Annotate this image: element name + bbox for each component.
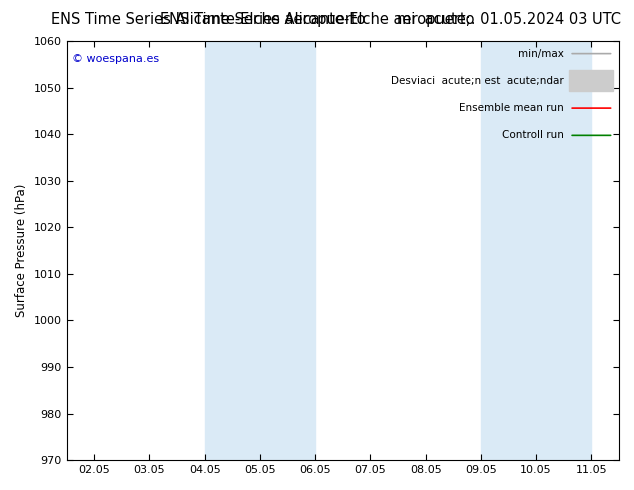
Text: Controll run: Controll run <box>502 130 564 140</box>
Text: ENS Time Series Alicante-Elche aeropuerto: ENS Time Series Alicante-Elche aeropuert… <box>160 12 474 27</box>
Text: mi  acute;. 01.05.2024 03 UTC: mi acute;. 01.05.2024 03 UTC <box>398 12 621 27</box>
Text: © woespana.es: © woespana.es <box>72 53 159 64</box>
Y-axis label: Surface Pressure (hPa): Surface Pressure (hPa) <box>15 184 28 318</box>
Text: Desviaci  acute;n est  acute;ndar: Desviaci acute;n est acute;ndar <box>391 76 564 86</box>
Bar <box>481 41 592 460</box>
Bar <box>205 41 315 460</box>
Text: min/max: min/max <box>518 49 564 59</box>
Text: ENS Time Series Alicante-Elche aeropuerto: ENS Time Series Alicante-Elche aeropuert… <box>51 12 365 27</box>
Text: Ensemble mean run: Ensemble mean run <box>459 103 564 113</box>
FancyBboxPatch shape <box>569 71 614 91</box>
